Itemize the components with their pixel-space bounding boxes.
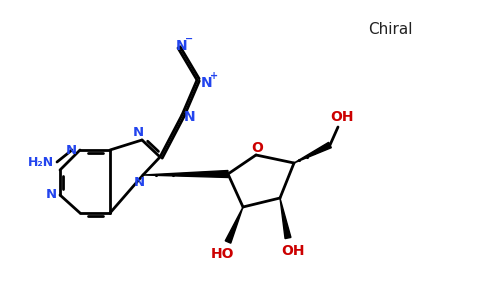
Text: N: N	[176, 39, 188, 53]
Text: N: N	[65, 143, 76, 157]
Text: N: N	[134, 176, 145, 190]
Polygon shape	[225, 207, 243, 243]
Text: N: N	[201, 76, 213, 90]
Text: H₂N: H₂N	[28, 155, 54, 169]
Polygon shape	[143, 170, 228, 178]
Text: OH: OH	[281, 244, 305, 258]
Text: N: N	[45, 188, 57, 202]
Text: OH: OH	[330, 110, 354, 124]
Text: O: O	[251, 141, 263, 155]
Text: N: N	[184, 110, 196, 124]
Text: Chiral: Chiral	[368, 22, 412, 38]
Polygon shape	[280, 198, 291, 238]
Polygon shape	[294, 142, 332, 163]
Text: −: −	[185, 34, 193, 44]
Text: +: +	[210, 71, 218, 81]
Text: N: N	[133, 127, 144, 140]
Text: HO: HO	[211, 247, 235, 261]
